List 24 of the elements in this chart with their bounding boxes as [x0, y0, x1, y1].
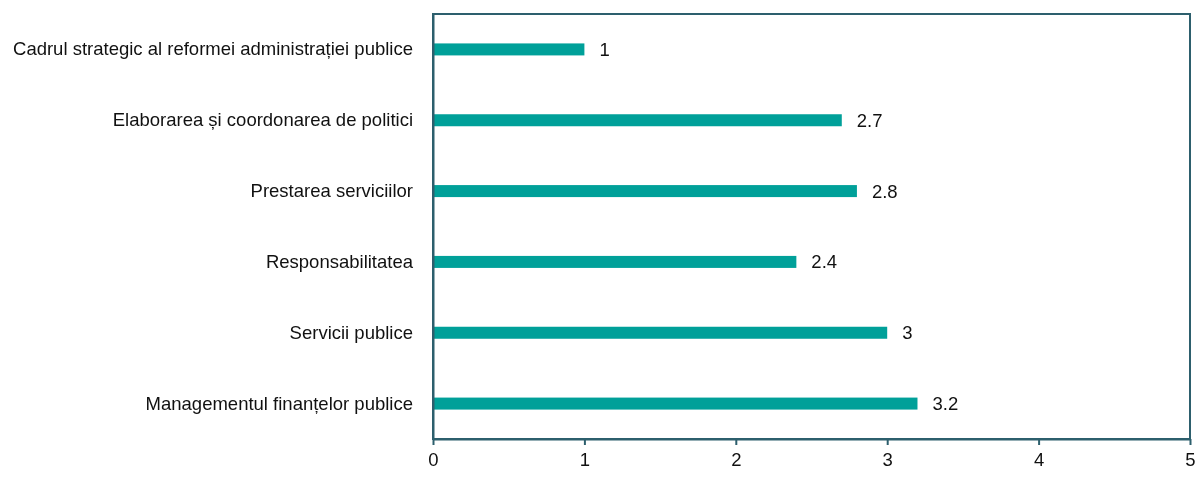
- x-tick-label: 3: [882, 449, 893, 471]
- data-label: 1: [599, 38, 610, 60]
- data-label: 2.7: [856, 109, 883, 131]
- y-tick-label: Servicii publice: [289, 321, 413, 343]
- bar: [433, 397, 918, 410]
- bar: [433, 255, 797, 268]
- bar: [433, 326, 888, 339]
- y-tick-label: Prestarea serviciilor: [250, 180, 413, 201]
- x-tick-label: 5: [1185, 449, 1196, 471]
- data-label: 2.8: [871, 180, 898, 202]
- y-tick-label: Managementul finanțelor publice: [145, 392, 413, 414]
- y-tick-label: Responsabilitatea: [265, 250, 414, 272]
- data-label: 3.2: [932, 393, 959, 415]
- x-tick-label: 4: [1033, 449, 1045, 471]
- data-label: 3: [902, 322, 913, 344]
- x-tick-label: 1: [579, 449, 591, 471]
- x-tick-label: 2: [731, 449, 742, 471]
- bar: [433, 114, 842, 127]
- bar: [433, 43, 585, 56]
- data-label: 2.4: [811, 251, 838, 273]
- x-tick-label: 0: [428, 449, 439, 471]
- y-tick-label: Cadrul strategic al reformei administrației publice: [13, 38, 413, 60]
- bar: [433, 185, 857, 198]
- y-tick-label: Elaborarea și coordonarea de politici: [112, 109, 413, 131]
